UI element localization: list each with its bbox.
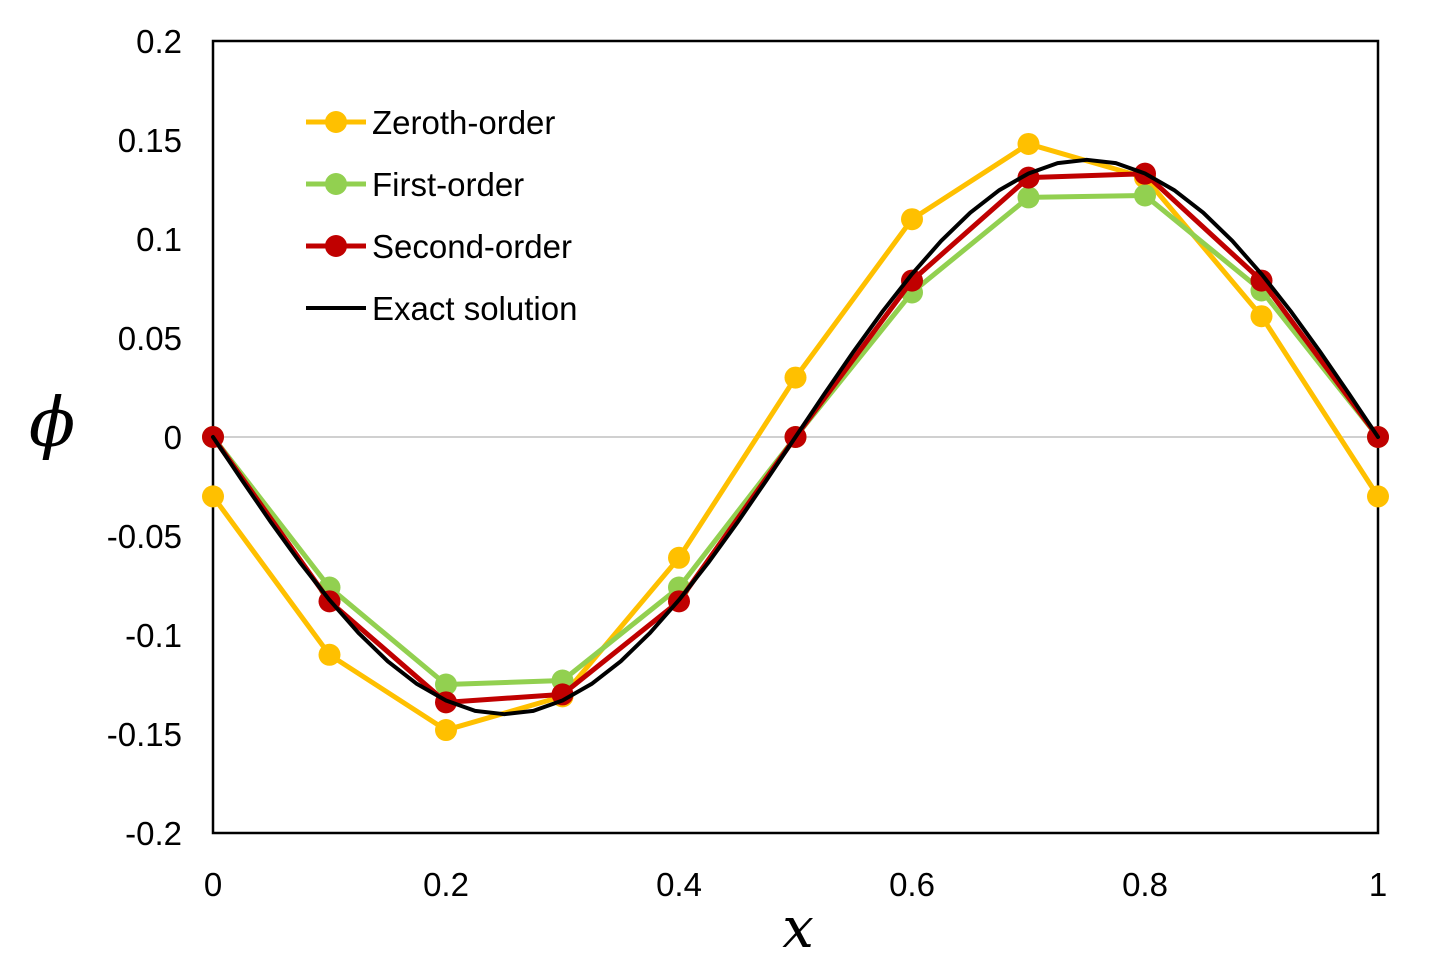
x-tick-label: 0.8: [1122, 866, 1168, 903]
legend-label: Zeroth-order: [372, 104, 555, 141]
data-point-marker: [435, 673, 457, 696]
y-tick-label: 0: [164, 419, 182, 456]
data-point-marker: [551, 683, 574, 706]
legend-label: Second-order: [372, 228, 572, 265]
y-tick-label: 0.1: [136, 221, 182, 258]
y-axis: 0.2 0.15 0.1 0.05 0 -0.05 -0.1 -0.15 -0.2: [107, 23, 182, 852]
y-tick-label: 0.15: [118, 122, 182, 159]
legend-label: Exact solution: [372, 290, 577, 327]
x-axis-title: x: [782, 896, 814, 961]
x-tick-label: 0: [204, 866, 222, 903]
data-point-marker: [901, 269, 923, 292]
data-point-marker: [668, 546, 690, 569]
series-layer: [202, 132, 1389, 742]
y-tick-label: -0.05: [107, 518, 182, 555]
y-tick-label: -0.2: [125, 815, 182, 852]
legend-marker-circle: [325, 111, 347, 133]
series-line-exact-solution: [211, 157, 1380, 717]
data-point-marker: [1017, 132, 1040, 155]
legend-marker-circle: [325, 173, 347, 195]
data-point-marker: [202, 485, 224, 508]
data-point-marker: [435, 719, 457, 742]
data-point-marker: [784, 366, 807, 389]
legend-item-second-order: Second-order: [306, 228, 572, 265]
x-tick-label: 1: [1369, 866, 1387, 903]
y-tick-label: -0.15: [107, 716, 182, 753]
y-tick-label: 0.2: [136, 23, 182, 60]
x-tick-label: 0.6: [889, 866, 935, 903]
y-tick-label: -0.1: [125, 617, 182, 654]
data-point-marker: [1250, 305, 1273, 328]
y-tick-label: 0.05: [118, 320, 182, 357]
legend: Zeroth-order First-order Second-order Ex…: [306, 104, 577, 327]
data-point-marker: [318, 643, 341, 666]
data-point-marker: [1250, 269, 1273, 292]
legend-marker-circle: [325, 235, 347, 257]
data-point-marker: [901, 208, 923, 231]
series-exact-solution: [211, 157, 1380, 717]
legend-item-first-order: First-order: [306, 166, 524, 203]
legend-item-exact-solution: Exact solution: [306, 290, 577, 327]
legend-label: First-order: [372, 166, 524, 203]
x-tick-label: 0.4: [656, 866, 702, 903]
data-point-marker: [1017, 186, 1040, 209]
data-point-marker: [1367, 485, 1389, 508]
legend-item-zeroth-order: Zeroth-order: [306, 104, 555, 141]
y-axis-title: ϕ: [29, 384, 75, 463]
x-tick-label: 0.2: [423, 866, 469, 903]
data-point-marker: [1134, 184, 1156, 207]
x-axis: 0 0.2 0.4 0.6 0.8 1: [204, 866, 1387, 903]
